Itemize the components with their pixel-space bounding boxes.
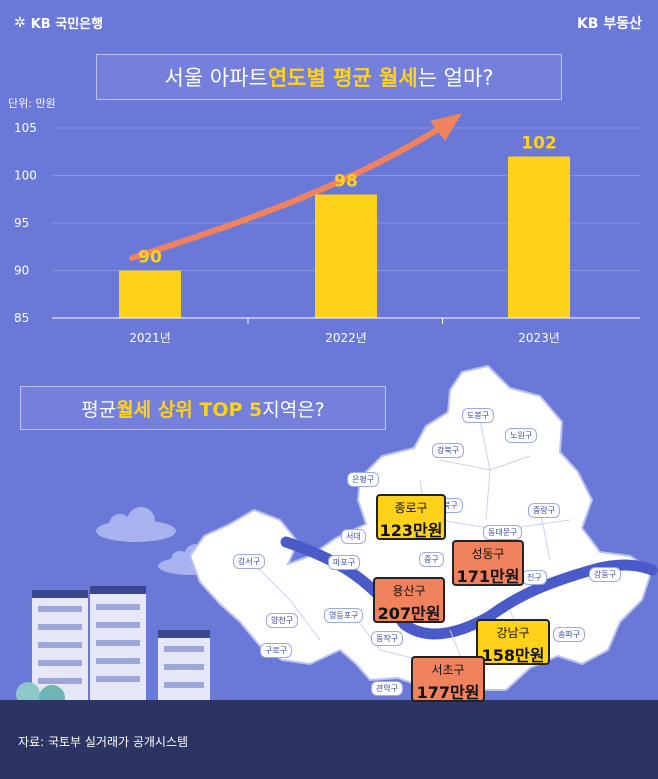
kb-bank-logo: ✲ KB 국민은행 — [14, 13, 104, 33]
apartment-buildings-icon — [32, 586, 210, 704]
district-label: 구로구 — [260, 643, 293, 658]
top5-card: 성동구 171만원 — [452, 540, 524, 586]
x-tick-label: 2022년 — [325, 331, 367, 345]
district-label: 강동구 — [589, 567, 622, 582]
card-district: 서초구 — [431, 663, 465, 677]
bar — [508, 156, 570, 318]
growth-arrow — [129, 119, 453, 261]
section-title: 평균 월세 상위 TOP 5 지역은? — [20, 386, 386, 430]
x-tick-label: 2023년 — [518, 331, 560, 345]
bar-chart: 105 100 95 90 85 90 98 102 2021년 2022년 2023년 — [14, 113, 640, 345]
district-label: 양천구 — [266, 613, 299, 628]
bar — [315, 194, 377, 318]
card-value: 158만원 — [481, 646, 545, 665]
kb-star-icon: ✲ — [14, 14, 26, 31]
card-district: 성동구 — [471, 547, 505, 561]
district-label: 서대 — [341, 529, 366, 544]
top5-card: 서초구 177만원 — [411, 656, 485, 702]
y-tick-label: 100 — [14, 169, 37, 183]
ground-bar — [0, 700, 658, 779]
card-district: 강남구 — [496, 626, 530, 640]
district-label: 은평구 — [347, 472, 380, 487]
district-label: 중랑구 — [528, 503, 561, 518]
card-value: 171만원 — [456, 567, 520, 586]
district-label: 중구 — [419, 552, 444, 567]
y-tick-label: 105 — [14, 121, 37, 135]
x-tick-label: 2021년 — [129, 331, 171, 345]
section-pre: 평균 — [81, 398, 117, 421]
bar-value-label: 98 — [334, 172, 358, 192]
brand-logo: KB 부동산 — [576, 16, 642, 32]
unit-label: 단위: 만원 — [8, 97, 56, 110]
bar-value-label: 90 — [138, 248, 162, 268]
district-label: 진구 — [522, 570, 547, 585]
chart-title: 서울 아파트 연도별 평균 월세 는 얼마? — [96, 54, 562, 100]
y-tick-label: 90 — [14, 264, 29, 278]
district-label: 관악구 — [371, 681, 404, 696]
source-note: 자료: 국토부 실거래가 공개시스템 — [18, 735, 189, 749]
top5-card: 강남구 158만원 — [476, 619, 550, 665]
y-tick-label: 95 — [14, 216, 29, 230]
top5-card: 종로구 123만원 — [376, 494, 446, 540]
district-label: 강북구 — [432, 443, 465, 458]
district-label: 동작구 — [371, 631, 404, 646]
district-label: 노원구 — [505, 428, 538, 443]
cloud-icon — [96, 507, 176, 542]
y-tick-label: 85 — [14, 311, 29, 325]
district-label: 마포구 — [328, 555, 361, 570]
growth-arrow-head — [430, 113, 462, 141]
card-value: 123만원 — [379, 521, 443, 540]
top5-card: 용산구 207만원 — [373, 577, 445, 623]
card-value: 177만원 — [416, 683, 480, 702]
district-label: 동대문구 — [483, 525, 523, 540]
card-district: 종로구 — [394, 501, 428, 515]
card-district: 용산구 — [392, 584, 426, 598]
district-label: 영등포구 — [324, 608, 364, 623]
district-label: 강서구 — [233, 554, 266, 569]
title-highlight: 연도별 평균 월세 — [267, 66, 418, 90]
district-label: 도봉구 — [462, 408, 495, 423]
bank-logo-text: KB 국민은행 — [30, 17, 104, 32]
bar-value-label: 102 — [521, 134, 557, 154]
section-highlight: 월세 상위 TOP 5 — [116, 398, 263, 421]
title-pre: 서울 아파트 — [164, 66, 268, 90]
title-post: 는 얼마? — [417, 66, 494, 90]
section-post: 지역은? — [262, 398, 325, 421]
district-label: 송파구 — [553, 627, 586, 642]
bar — [119, 270, 181, 318]
card-value: 207만원 — [377, 604, 441, 623]
